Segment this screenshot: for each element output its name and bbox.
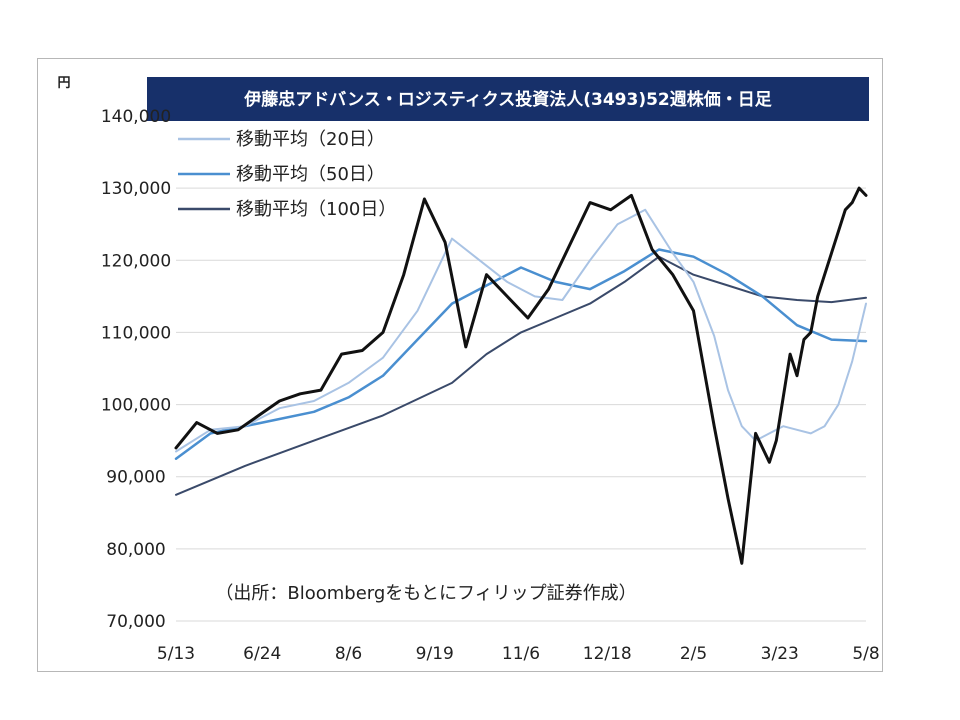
chart-frame: 伊藤忠アドバンス・ロジスティクス投資法人(3493)52週株価・日足 円 70,…: [37, 58, 883, 672]
legend-label: 移動平均（100日）: [236, 199, 396, 220]
gridlines: [176, 115, 866, 622]
y-tick-label: 80,000: [106, 540, 165, 560]
y-tick-label: 90,000: [106, 468, 165, 488]
y-tick-label: 120,000: [101, 251, 171, 271]
chart-title: 伊藤忠アドバンス・ロジスティクス投資法人(3493)52週株価・日足: [243, 89, 772, 110]
legend-label: 移動平均（20日）: [236, 129, 385, 150]
x-tick-label: 6/24: [243, 644, 281, 664]
title-banner: [147, 77, 869, 121]
moving-average-line-2: [174, 248, 868, 460]
y-tick-label: 140,000: [101, 107, 171, 127]
moving-average-line-3: [175, 255, 867, 496]
y-tick-label: 110,000: [101, 323, 171, 343]
y-unit-label: 円: [57, 76, 70, 91]
x-tick-labels: 5/13 6/24 8/6 9/19 11/6 12/18 2/5 3/23 5/8: [157, 644, 880, 664]
x-tick-label: 9/19: [416, 644, 454, 664]
y-tick-label: 130,000: [101, 179, 171, 199]
x-tick-label: 8/6: [335, 644, 362, 664]
x-tick-label: 5/13: [157, 644, 195, 664]
legend-label: 移動平均（50日）: [236, 164, 385, 185]
y-tick-label: 100,000: [101, 396, 171, 416]
x-tick-label: 3/23: [761, 644, 799, 664]
y-tick-labels: 70,000 80,000 90,000 100,000 110,000 120,000 1…: [101, 107, 171, 632]
x-tick-label: 11/6: [502, 644, 540, 664]
y-tick-label: 70,000: [106, 612, 165, 632]
legend: 移動平均（20日） 移動平均（50日） 移動平均（100日）: [178, 129, 396, 220]
x-tick-label: 12/18: [583, 644, 632, 664]
x-tick-label: 2/5: [680, 644, 707, 664]
moving-average-line-1: [175, 208, 867, 453]
chart-svg: 伊藤忠アドバンス・ロジスティクス投資法人(3493)52週株価・日足 円 70,…: [57, 76, 880, 664]
price-line: [174, 186, 868, 565]
source-note: （出所：Bloombergをもとにフィリップ証券作成）: [215, 583, 636, 604]
x-tick-label: 5/8: [852, 644, 879, 664]
series-lines: [174, 186, 868, 565]
